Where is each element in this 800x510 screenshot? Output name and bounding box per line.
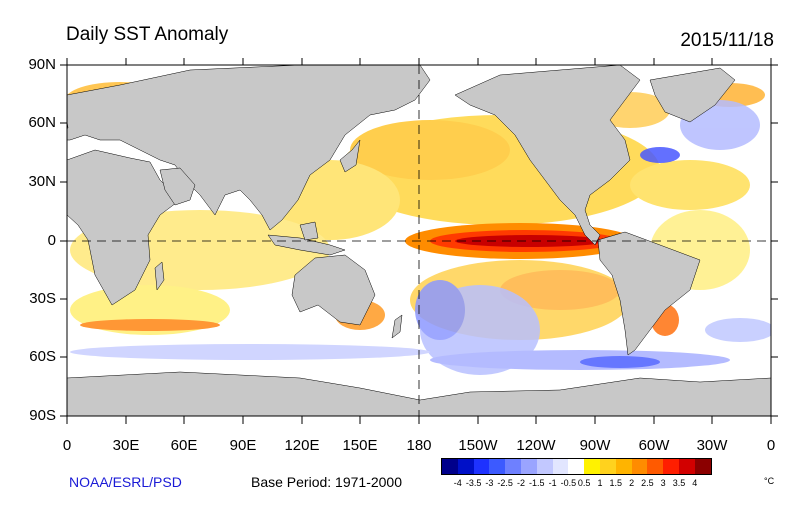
new-zealand <box>391 314 403 339</box>
colorbar-swatch <box>489 459 506 474</box>
eurasia <box>67 65 431 231</box>
base-period-label: Base Period: 1971-2000 <box>251 474 402 490</box>
cold-anomaly-fields <box>70 100 771 375</box>
arabia <box>159 167 196 206</box>
colorbar-swatch <box>694 459 711 474</box>
borneo <box>299 221 319 241</box>
colorbar-swatch <box>663 459 679 474</box>
colorbar-swatch <box>442 459 458 474</box>
colorbar-tick-label: 1.5 <box>609 478 623 488</box>
lon-label-120w: 120W <box>516 437 556 454</box>
lat-label-90s: 90S <box>29 407 56 424</box>
colorbar-swatch <box>552 459 569 474</box>
lon-label-0-east: 0 <box>766 437 776 454</box>
lat-label-60s: 60S <box>29 348 56 365</box>
colorbar-tick-label: -1.5 <box>529 478 545 488</box>
japan <box>339 139 361 173</box>
colorbar-swatch <box>473 459 490 474</box>
reference-lines <box>67 65 771 416</box>
colorbar-tick-label: -2 <box>516 478 525 488</box>
colorbar-swatch <box>678 459 695 474</box>
lon-label-30e: 30E <box>112 437 140 454</box>
lat-label-90n: 90N <box>28 56 56 73</box>
axis-ticks <box>60 58 778 424</box>
colorbar-swatch <box>457 459 474 474</box>
unit-label: °C <box>764 476 775 486</box>
colorbar-tick-label: -3 <box>485 478 494 488</box>
colorbar-swatch <box>520 459 537 474</box>
madagascar <box>154 261 165 291</box>
credit-label: NOAA/ESRL/PSD <box>69 474 182 490</box>
colorbar-swatch <box>536 459 553 474</box>
colorbar-swatch <box>505 459 521 474</box>
lat-label-0: 0 <box>47 232 56 249</box>
colorbar-tick-label: 3 <box>660 478 666 488</box>
lon-label-90e: 90E <box>229 437 257 454</box>
lon-label-150w: 150W <box>458 437 498 454</box>
colorbar-tick-label: -0.5 <box>560 478 577 488</box>
map-date: 2015/11/18 <box>680 30 774 51</box>
africa <box>67 149 181 306</box>
land-masses <box>67 65 771 416</box>
lon-label-60e: 60E <box>170 437 198 454</box>
colorbar <box>441 458 712 475</box>
lon-label-60w: 60W <box>638 437 670 454</box>
colorbar-swatch <box>615 459 632 474</box>
greenland <box>649 67 736 123</box>
colorbar-tick-label: 2 <box>629 478 635 488</box>
antarctica <box>67 371 771 416</box>
lon-label-0: 0 <box>62 437 72 454</box>
south-america <box>597 231 701 356</box>
colorbar-tick-label: -2.5 <box>497 478 513 488</box>
colorbar-tick-label: -1 <box>548 478 557 488</box>
colorbar-swatch <box>599 459 616 474</box>
colorbar-swatch <box>647 459 664 474</box>
colorbar-tick-label: -3.5 <box>465 478 482 488</box>
colorbar-tick-label: 4 <box>692 478 698 488</box>
lon-label-30w: 30W <box>696 437 728 454</box>
colorbar-tick-label: 2.5 <box>641 478 654 488</box>
colorbar-tick-label: 1 <box>597 478 603 488</box>
colorbar-swatch <box>584 459 600 474</box>
lon-label-90w: 90W <box>579 437 611 454</box>
lon-label-120e: 120E <box>284 437 320 454</box>
colorbar-swatch <box>631 459 648 474</box>
australia <box>291 254 376 326</box>
lat-label-30s: 30S <box>29 290 56 307</box>
map-title: Daily SST Anomaly <box>66 24 229 45</box>
lon-label-180: 180 <box>406 437 432 454</box>
north-america <box>454 65 641 246</box>
colorbar-tick-label: 3.5 <box>672 478 686 488</box>
lon-label-150e: 150E <box>342 437 378 454</box>
lat-label-30n: 30N <box>28 173 56 190</box>
colorbar-tick-label: -4 <box>453 478 462 488</box>
lat-label-60n: 60N <box>28 114 56 131</box>
colorbar-swatch <box>568 459 585 474</box>
colorbar-tick-label: 0.5 <box>577 478 591 488</box>
